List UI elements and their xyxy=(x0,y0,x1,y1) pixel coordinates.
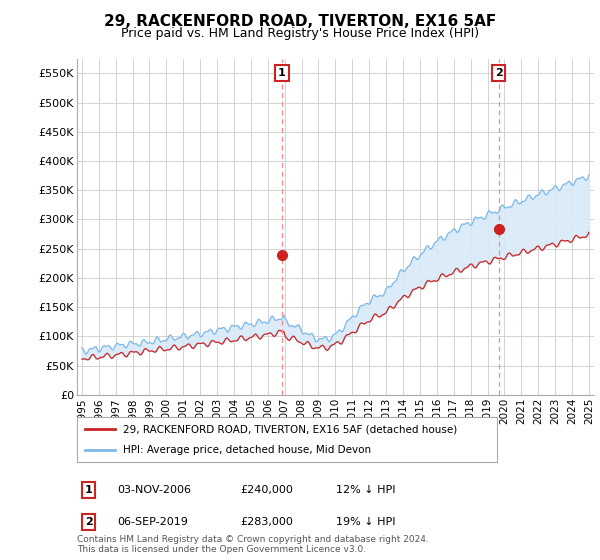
Text: 12% ↓ HPI: 12% ↓ HPI xyxy=(336,485,395,495)
Text: 29, RACKENFORD ROAD, TIVERTON, EX16 5AF (detached house): 29, RACKENFORD ROAD, TIVERTON, EX16 5AF … xyxy=(123,424,457,435)
Text: Contains HM Land Registry data © Crown copyright and database right 2024.
This d: Contains HM Land Registry data © Crown c… xyxy=(77,535,428,554)
Text: 1: 1 xyxy=(278,68,286,78)
Text: 06-SEP-2019: 06-SEP-2019 xyxy=(117,517,188,527)
Text: HPI: Average price, detached house, Mid Devon: HPI: Average price, detached house, Mid … xyxy=(123,445,371,455)
Text: £240,000: £240,000 xyxy=(240,485,293,495)
Text: 19% ↓ HPI: 19% ↓ HPI xyxy=(336,517,395,527)
Text: 1: 1 xyxy=(85,485,92,495)
Text: £283,000: £283,000 xyxy=(240,517,293,527)
Text: 2: 2 xyxy=(85,517,92,527)
Text: 2: 2 xyxy=(495,68,503,78)
Text: 03-NOV-2006: 03-NOV-2006 xyxy=(117,485,191,495)
Text: Price paid vs. HM Land Registry's House Price Index (HPI): Price paid vs. HM Land Registry's House … xyxy=(121,27,479,40)
Text: 29, RACKENFORD ROAD, TIVERTON, EX16 5AF: 29, RACKENFORD ROAD, TIVERTON, EX16 5AF xyxy=(104,14,496,29)
